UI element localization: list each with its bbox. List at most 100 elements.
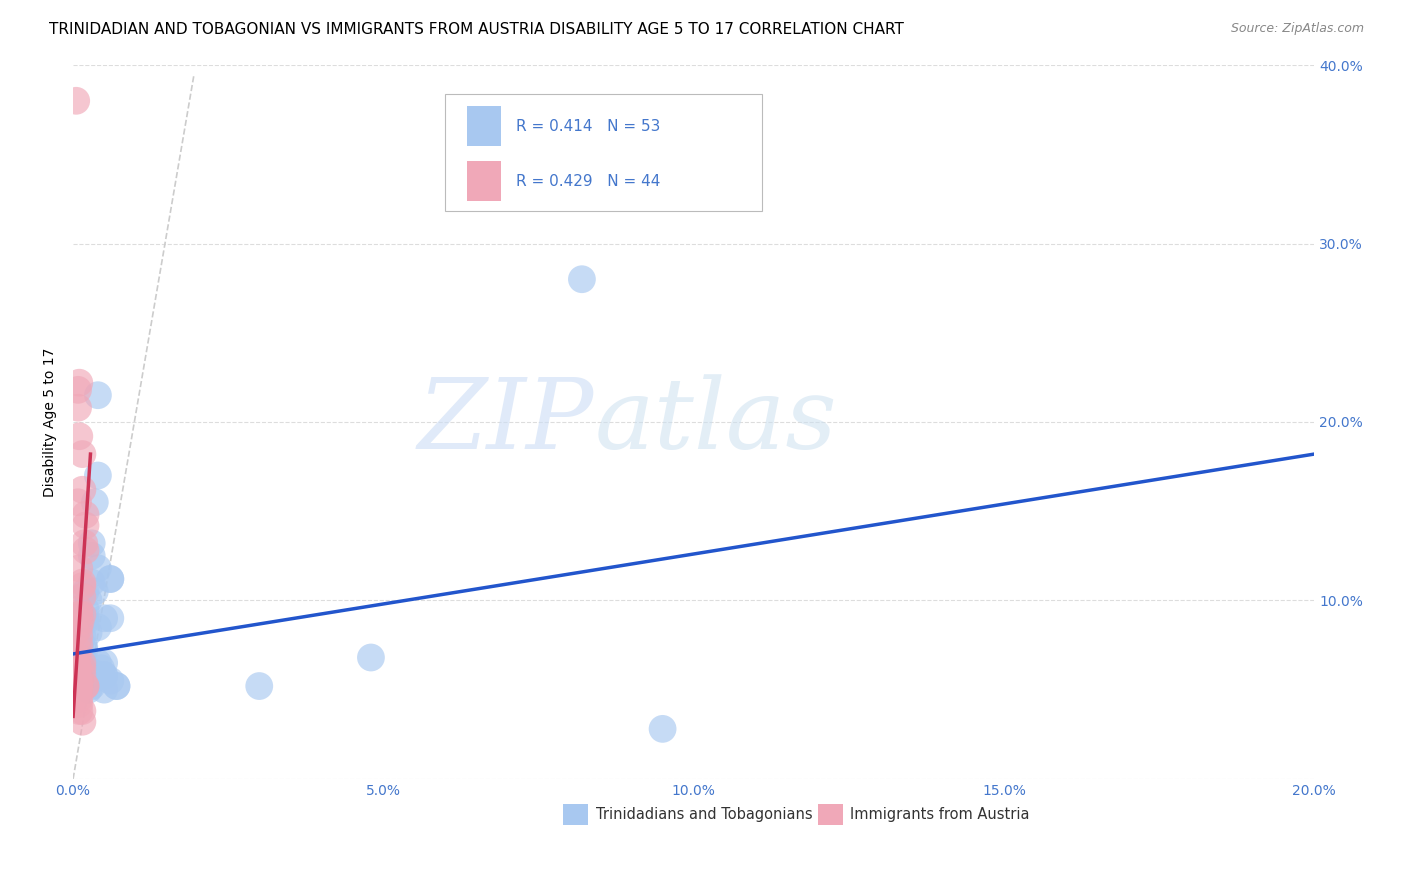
Point	[87, 388, 110, 402]
Point	[67, 691, 90, 706]
FancyBboxPatch shape	[818, 804, 842, 825]
Point	[67, 429, 90, 443]
Text: ZIP: ZIP	[418, 375, 595, 469]
Point	[75, 584, 97, 599]
Point	[571, 272, 593, 286]
Point	[67, 686, 90, 700]
Point	[67, 376, 90, 390]
Point	[72, 679, 94, 693]
Point	[72, 483, 94, 497]
Point	[67, 625, 90, 640]
Point	[72, 590, 94, 604]
Point	[98, 673, 121, 688]
Point	[75, 679, 97, 693]
FancyBboxPatch shape	[467, 106, 502, 145]
Point	[67, 620, 90, 634]
Point	[72, 656, 94, 670]
FancyBboxPatch shape	[467, 161, 502, 201]
Point	[72, 661, 94, 675]
Point	[65, 625, 87, 640]
Point	[93, 682, 115, 697]
Point	[65, 94, 87, 108]
Point	[247, 679, 270, 693]
Point	[67, 704, 90, 718]
Point	[73, 643, 96, 657]
Point	[67, 650, 90, 665]
Point	[75, 602, 97, 616]
Point	[65, 638, 87, 652]
Y-axis label: Disability Age 5 to 17: Disability Age 5 to 17	[44, 347, 58, 497]
Point	[67, 661, 90, 675]
Point	[67, 383, 90, 397]
Point	[90, 661, 112, 675]
Text: TRINIDADIAN AND TOBAGONIAN VS IMMIGRANTS FROM AUSTRIA DISABILITY AGE 5 TO 17 COR: TRINIDADIAN AND TOBAGONIAN VS IMMIGRANTS…	[49, 22, 904, 37]
Point	[72, 714, 94, 729]
Point	[83, 495, 105, 509]
Point	[67, 643, 90, 657]
Point	[93, 668, 115, 682]
FancyBboxPatch shape	[446, 94, 762, 211]
Text: Immigrants from Austria: Immigrants from Austria	[851, 807, 1029, 822]
Point	[72, 607, 94, 622]
Point	[67, 647, 90, 661]
Point	[87, 656, 110, 670]
Point	[67, 620, 90, 634]
Point	[67, 673, 90, 688]
Point	[69, 615, 91, 629]
Point	[67, 632, 90, 647]
Text: R = 0.414   N = 53: R = 0.414 N = 53	[516, 119, 661, 134]
Point	[69, 647, 91, 661]
Point	[93, 611, 115, 625]
Point	[87, 620, 110, 634]
Point	[75, 611, 97, 625]
Point	[105, 679, 128, 693]
Text: Trinidadians and Tobagonians: Trinidadians and Tobagonians	[596, 807, 813, 822]
Point	[75, 543, 97, 558]
Point	[75, 615, 97, 629]
Text: Source: ZipAtlas.com: Source: ZipAtlas.com	[1230, 22, 1364, 36]
Point	[77, 625, 100, 640]
Point	[67, 679, 90, 693]
Point	[98, 611, 121, 625]
Point	[93, 656, 115, 670]
Point	[98, 572, 121, 586]
Point	[80, 575, 103, 590]
Point	[67, 697, 90, 711]
Point	[83, 584, 105, 599]
Point	[75, 679, 97, 693]
Point	[72, 650, 94, 665]
Point	[105, 679, 128, 693]
Point	[72, 704, 94, 718]
Point	[67, 607, 90, 622]
Point	[67, 668, 90, 682]
Point	[72, 579, 94, 593]
Point	[67, 679, 90, 693]
Point	[98, 572, 121, 586]
Point	[80, 549, 103, 563]
Point	[67, 495, 90, 509]
Point	[80, 679, 103, 693]
Point	[69, 636, 91, 650]
Point	[360, 650, 382, 665]
Point	[72, 575, 94, 590]
Point	[73, 640, 96, 654]
Point	[77, 593, 100, 607]
Point	[67, 682, 90, 697]
Point	[77, 682, 100, 697]
Point	[67, 629, 90, 643]
Point	[67, 643, 90, 657]
Point	[87, 561, 110, 575]
Point	[87, 468, 110, 483]
Point	[75, 518, 97, 533]
FancyBboxPatch shape	[564, 804, 588, 825]
Point	[67, 602, 90, 616]
Point	[72, 629, 94, 643]
Point	[75, 673, 97, 688]
Point	[87, 668, 110, 682]
Point	[72, 668, 94, 682]
Point	[80, 673, 103, 688]
Point	[93, 668, 115, 682]
Point	[75, 508, 97, 522]
Point	[80, 536, 103, 550]
Point	[67, 561, 90, 575]
